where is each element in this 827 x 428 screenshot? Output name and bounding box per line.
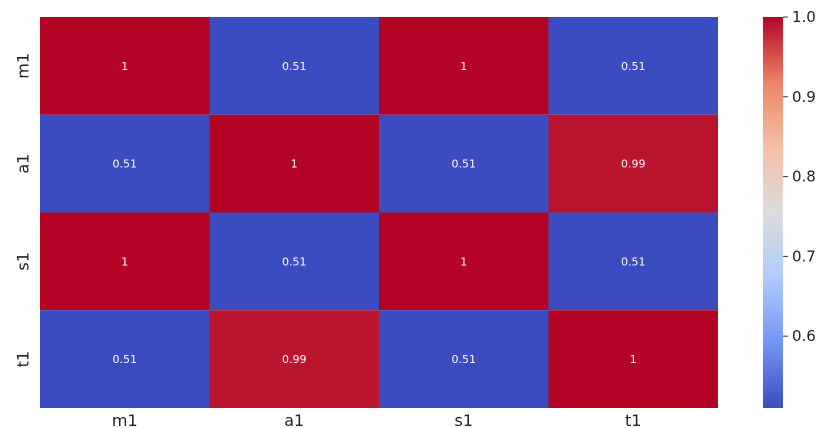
x-tick-label: a1 (284, 411, 304, 428)
x-tick-label: t1 (625, 411, 641, 428)
heatmap-cell-m1-m1 (40, 17, 210, 115)
y-axis: m1 a1 s1 t1 (14, 53, 33, 367)
cell-value-label: 0.51 (282, 255, 307, 268)
cell-value-label: 0.99 (282, 353, 307, 366)
heatmap-cell-s1-a1 (209, 212, 379, 311)
colorbar: 0.6 0.7 0.8 0.9 1.0 (763, 8, 816, 408)
cell-value-label: 0.51 (113, 158, 138, 171)
cell-value-label: 0.51 (113, 353, 138, 366)
heatmap-cell-s1-m1 (40, 212, 210, 311)
heatmap-cell-a1-m1 (40, 114, 210, 213)
cell-value-label: 1 (291, 158, 298, 171)
heatmap-cell-a1-s1 (379, 114, 549, 213)
y-tick-label: m1 (14, 53, 33, 79)
x-axis: m1 a1 s1 t1 (112, 411, 642, 428)
heatmap-cell-a1-t1 (548, 114, 718, 213)
heatmap-cell-m1-s1 (379, 17, 549, 115)
y-tick-label: t1 (14, 351, 33, 367)
cell-value-label: 0.51 (621, 60, 646, 73)
y-tick-label: a1 (14, 154, 33, 174)
colorbar-tick-label: 0.9 (792, 88, 816, 106)
heatmap-cell-t1-t1 (548, 310, 718, 408)
x-tick-label: m1 (112, 411, 138, 428)
colorbar-tick-label: 0.8 (792, 168, 816, 186)
x-tick-label: s1 (454, 411, 473, 428)
cell-value-label: 1 (630, 353, 637, 366)
cell-value-label: 0.51 (452, 158, 477, 171)
heatmap-cell-t1-a1 (209, 310, 379, 408)
heatmap-cell-m1-t1 (548, 17, 718, 115)
y-tick-label: s1 (14, 252, 33, 271)
heatmap-cell-m1-a1 (209, 17, 379, 115)
cell-value-label: 0.51 (452, 353, 477, 366)
colorbar-tick-label: 1.0 (792, 8, 816, 26)
cell-value-label: 1 (121, 60, 128, 73)
heatmap-cells: 1 0.51 1 0.51 0.51 1 0.51 0.99 1 0.51 1 0.51 0.51 0.9… (40, 17, 718, 408)
cell-value-label: 0.99 (621, 158, 646, 171)
heatmap-cell-s1-s1 (379, 212, 549, 311)
heatmap-cell-t1-s1 (379, 310, 549, 408)
cell-value-label: 0.51 (621, 255, 646, 268)
cell-value-label: 1 (121, 255, 128, 268)
colorbar-tick-label: 0.7 (792, 247, 816, 265)
heatmap-cell-t1-m1 (40, 310, 210, 408)
cell-value-label: 1 (460, 255, 467, 268)
cell-value-label: 1 (460, 60, 467, 73)
colorbar-tick-label: 0.6 (792, 327, 816, 345)
heatmap-cell-s1-t1 (548, 212, 718, 311)
cell-value-label: 0.51 (282, 60, 307, 73)
colorbar-gradient (763, 17, 783, 408)
heatmap-cell-a1-a1 (209, 114, 379, 213)
